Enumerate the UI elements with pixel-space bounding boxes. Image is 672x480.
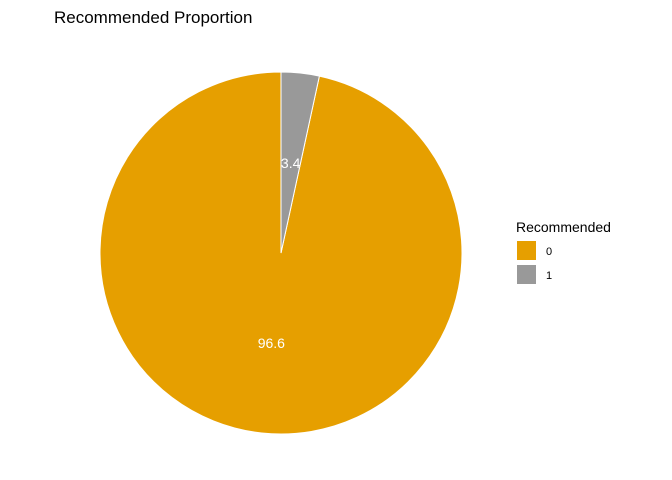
legend-key-0 xyxy=(517,241,536,260)
legend: Recommended 0 1 xyxy=(516,219,611,284)
slice-label-1: 3.4 xyxy=(281,155,301,171)
chart-title: Recommended Proportion xyxy=(54,8,252,27)
legend-title: Recommended xyxy=(516,219,611,235)
slice-label-0: 96.6 xyxy=(258,335,285,351)
legend-label-0: 0 xyxy=(546,246,552,258)
pie-slice-1 xyxy=(280,71,320,254)
legend-label-1: 1 xyxy=(546,270,552,282)
pie-slices xyxy=(99,71,463,435)
slice-labels: 96.6 3.4 xyxy=(258,155,301,351)
legend-key-1 xyxy=(517,265,536,284)
